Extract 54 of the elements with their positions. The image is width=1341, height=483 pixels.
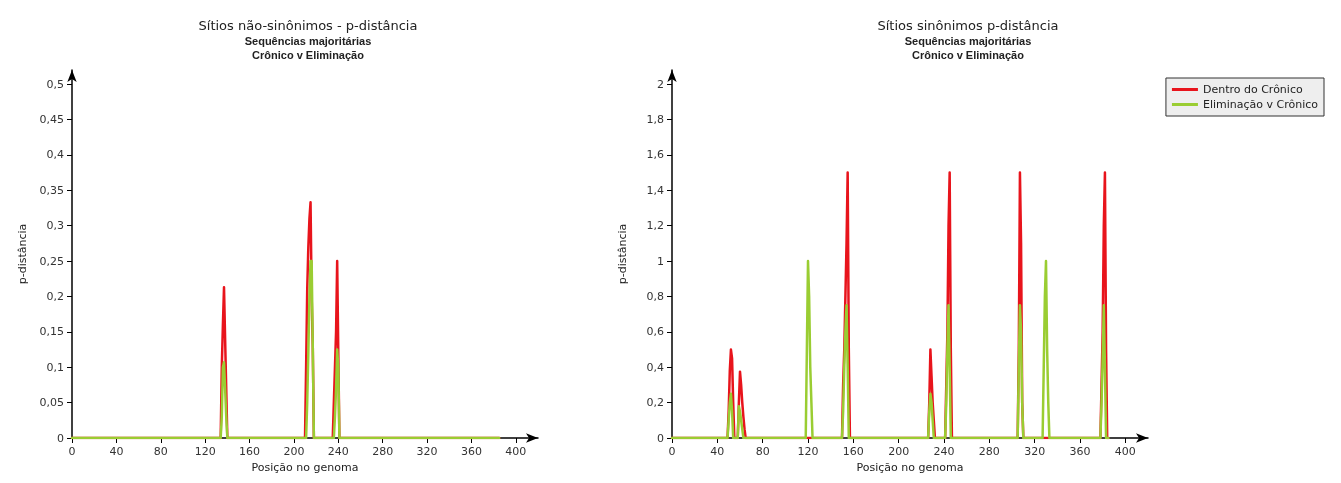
x-axis-title: Posição no genoma: [856, 461, 964, 474]
y-tick-label: 1,2: [646, 219, 664, 233]
y-tick-label: 0: [57, 431, 64, 445]
x-tick-label: 0: [668, 445, 676, 458]
x-tick-label: 0: [68, 445, 76, 458]
y-tick-label: 0,1: [46, 360, 64, 374]
x-tick-label: 200: [888, 445, 910, 458]
x-tick-label: 40: [710, 445, 725, 458]
y-tick-label: 0,45: [39, 113, 64, 127]
y-tick-label: 0,25: [39, 254, 64, 268]
y-tick-label: 0: [657, 431, 664, 445]
x-tick-label: 280: [978, 445, 1000, 458]
y-tick-label: 1,4: [646, 183, 664, 197]
x-tick-label: 160: [842, 445, 864, 458]
x-tick-label: 320: [416, 445, 438, 458]
y-tick-label: 0,15: [39, 325, 64, 339]
y-tick-label: 0,4: [646, 360, 664, 374]
y-tick-label: 1,6: [646, 148, 664, 162]
x-tick-label: 360: [1069, 445, 1091, 458]
chart-title: Sítios sinônimos p-distância: [877, 18, 1059, 33]
legend-label: Dentro do Crônico: [1202, 83, 1303, 96]
y-tick-label: 0,2: [46, 289, 64, 303]
x-tick-label: 240: [327, 445, 349, 458]
x-tick-label: 40: [109, 445, 124, 458]
y-tick-label: 1,8: [646, 113, 664, 127]
chart-subtitle: Sequências majoritárias Crônico v Eliminação: [244, 35, 372, 61]
y-tick-label: 0,8: [646, 289, 664, 303]
y-tick-label: 1: [657, 254, 664, 268]
y-tick-label: 0,3: [46, 219, 64, 233]
y-tick-label: 2: [657, 77, 664, 91]
y-tick-label: 0,05: [39, 396, 64, 410]
x-tick-label: 240: [933, 445, 955, 458]
y-tick-label: 0,2: [646, 396, 664, 410]
x-tick-label: 400: [505, 445, 527, 458]
x-tick-label: 360: [460, 445, 482, 458]
x-tick-label: 320: [1024, 445, 1046, 458]
y-tick-label: 0,5: [46, 77, 64, 91]
x-tick-label: 120: [797, 445, 819, 458]
y-tick-label: 0,4: [46, 148, 64, 162]
x-tick-label: 160: [239, 445, 261, 458]
y-tick-label: 0,6: [646, 325, 664, 339]
chart-subtitle: Sequências majoritárias Crônico v Eliminação: [904, 35, 1032, 61]
y-axis-title: p-distância: [16, 223, 29, 285]
y-tick-label: 0,35: [39, 183, 64, 197]
x-tick-label: 80: [755, 445, 770, 458]
y-axis-title: p-distância: [616, 223, 629, 285]
x-tick-label: 120: [194, 445, 216, 458]
x-tick-label: 80: [153, 445, 168, 458]
legend-label: Eliminação v Crônico: [1202, 98, 1319, 111]
x-axis-title: Posição no genoma: [251, 461, 359, 474]
x-tick-label: 400: [1114, 445, 1136, 458]
chart-title: Sítios não-sinônimos - p-distância: [198, 18, 418, 33]
x-tick-label: 280: [372, 445, 394, 458]
x-tick-label: 200: [283, 445, 305, 458]
